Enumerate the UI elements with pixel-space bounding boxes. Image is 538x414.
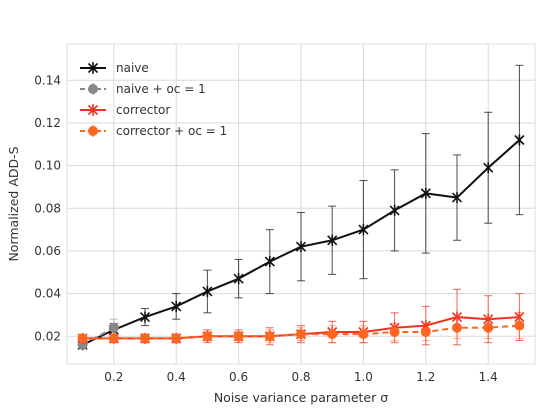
- x-tick-label: 1.2: [416, 370, 435, 384]
- data-point: [327, 234, 338, 246]
- legend-label: naive: [116, 61, 149, 75]
- tick-labels: 0.2 0.4 0.6 0.8 1.0 1.2 1.4 0.02 0.04 0.06 0.08 0.1…: [34, 73, 497, 384]
- x-tick-label: 1.4: [479, 370, 498, 384]
- data-point: [202, 331, 213, 342]
- y-tick-label: 0.08: [34, 201, 61, 215]
- series-0: [77, 64, 525, 351]
- data-point: [451, 192, 463, 204]
- legend-marker: [88, 84, 98, 94]
- y-tick-label: 0.14: [34, 73, 61, 87]
- y-axis-label: Normalized ADD-S: [6, 146, 21, 261]
- data-point: [514, 134, 525, 146]
- data-point: [327, 329, 338, 340]
- y-tick-label: 0.04: [34, 287, 61, 301]
- legend-item: naive + oc = 1: [80, 82, 206, 96]
- y-tick-label: 0.12: [34, 116, 61, 130]
- x-tick-label: 0.6: [229, 370, 248, 384]
- legend-marker: [87, 104, 99, 116]
- legend-item: naive: [80, 61, 149, 75]
- data-point: [171, 333, 182, 344]
- data-point: [296, 329, 306, 340]
- data-point: [452, 322, 462, 333]
- data-point: [420, 187, 431, 199]
- legend: naive naive + oc = 1 corrector corrector + …: [80, 61, 227, 138]
- data-point: [483, 162, 494, 174]
- data-point: [139, 311, 151, 323]
- data-point: [389, 204, 400, 216]
- y-tick-label: 0.10: [34, 159, 61, 173]
- data-point: [358, 329, 369, 340]
- series-layer: [77, 64, 525, 351]
- legend-marker: [88, 126, 98, 136]
- data-point: [514, 320, 525, 331]
- data-point: [233, 331, 244, 342]
- x-tick-label: 0.8: [291, 370, 310, 384]
- data-point: [171, 300, 182, 312]
- data-point: [358, 224, 369, 236]
- x-tick-label: 1.0: [354, 370, 373, 384]
- legend-item: corrector: [80, 103, 170, 117]
- legend-item: corrector + oc = 1: [80, 124, 227, 138]
- data-point: [202, 285, 213, 297]
- legend-marker: [87, 62, 99, 74]
- data-point: [483, 322, 494, 333]
- legend-label: corrector + oc = 1: [116, 124, 227, 138]
- data-point: [264, 256, 275, 268]
- x-axis-label: Noise variance parameter σ: [214, 390, 388, 405]
- x-tick-label: 0.4: [167, 370, 186, 384]
- legend-label: naive + oc = 1: [116, 82, 206, 96]
- y-tick-label: 0.06: [34, 244, 61, 258]
- data-point: [77, 333, 88, 344]
- y-tick-label: 0.02: [34, 329, 61, 343]
- x-tick-label: 0.2: [104, 370, 123, 384]
- data-point: [295, 241, 307, 253]
- series-line: [82, 326, 115, 346]
- series-3: [77, 312, 525, 344]
- data-point: [108, 322, 119, 333]
- data-point: [420, 327, 431, 337]
- data-point: [108, 333, 119, 344]
- plot-border: [66, 43, 536, 365]
- legend-label: corrector: [116, 103, 170, 117]
- data-point: [389, 327, 400, 337]
- series-line: [82, 324, 520, 340]
- data-point: [140, 333, 150, 344]
- data-point: [233, 273, 244, 285]
- data-point: [264, 331, 275, 342]
